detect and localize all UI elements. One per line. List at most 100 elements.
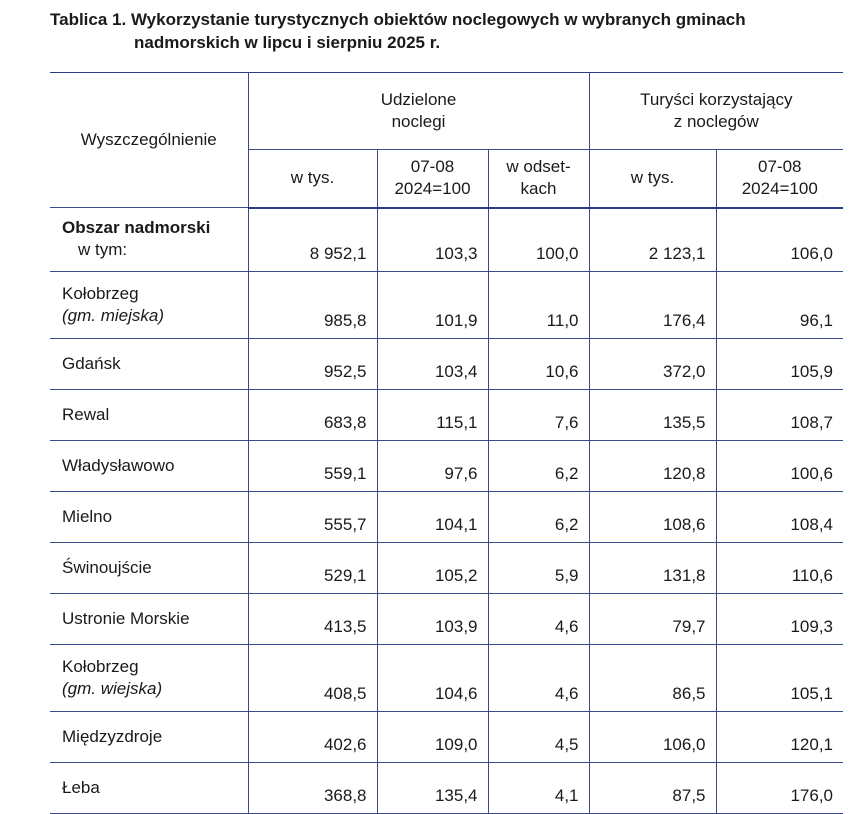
header-index-line1: 07-08 [758, 157, 802, 177]
cell-value: 79,7 [589, 592, 717, 645]
cell-value: 120,1 [716, 710, 844, 763]
table-row: Świnoujście 529,1 105,2 5,9 131,8 110,6 [50, 541, 844, 594]
cell-value: 106,0 [716, 207, 844, 272]
cell-value: 105,2 [377, 541, 489, 594]
cell-value: 11,0 [488, 270, 590, 339]
row-name: Mielno [50, 490, 249, 543]
header-noclegi-index: 07-08 2024=100 [377, 149, 489, 209]
cell-value: 4,6 [488, 643, 590, 712]
table-title-line1: Tablica 1. Wykorzystanie turystycznych o… [50, 10, 746, 29]
cell-value: 683,8 [248, 388, 378, 441]
cell-value: 555,7 [248, 490, 378, 543]
row-name: Gdańsk [50, 337, 249, 390]
cell-value: 115,1 [377, 388, 489, 441]
header-index-line2: 2024=100 [741, 179, 818, 199]
cell-value: 6,2 [488, 490, 590, 543]
cell-value: 106,0 [589, 710, 717, 763]
row-name: Kołobrzeg [62, 283, 139, 303]
cell-value: 985,8 [248, 270, 378, 339]
cell-value: 108,6 [589, 490, 717, 543]
cell-value: 559,1 [248, 439, 378, 492]
cell-value: 408,5 [248, 643, 378, 712]
cell-value: 109,3 [716, 592, 844, 645]
row-label: Kołobrzeg (gm. wiejska) [50, 643, 249, 712]
cell-value: 402,6 [248, 710, 378, 763]
row-name: Obszar nadmorski [62, 218, 211, 238]
row-name: Międzyzdroje [50, 710, 249, 763]
table-row: Międzyzdroje 402,6 109,0 4,5 106,0 120,1 [50, 710, 844, 763]
row-label: Kołobrzeg (gm. miejska) [50, 270, 249, 339]
cell-value: 372,0 [589, 337, 717, 390]
header-index-line1: 07-08 [410, 157, 455, 177]
table-title-line2: nadmorskich w lipcu i sierpniu 2025 r. [134, 33, 441, 52]
cell-value: 103,4 [377, 337, 489, 390]
cell-value: 100,0 [488, 207, 590, 272]
cell-value: 108,7 [716, 388, 844, 441]
cell-value: 413,5 [248, 592, 378, 645]
cell-value: 100,6 [716, 439, 844, 492]
header-turysci-w-tys: w tys. [589, 149, 717, 209]
header-turysci: Turyści korzystający z noclegów [589, 72, 844, 150]
row-name: Ustronie Morskie [50, 592, 249, 645]
header-odset-line2: kach [520, 179, 557, 199]
row-name: Władysławowo [50, 439, 249, 492]
header-noclegi-odsetki: w odset- kach [488, 149, 590, 209]
cell-value: 103,3 [377, 207, 489, 272]
cell-value: 97,6 [377, 439, 489, 492]
cell-value: 110,6 [716, 541, 844, 594]
cell-value: 105,1 [716, 643, 844, 712]
cell-value: 4,5 [488, 710, 590, 763]
cell-value: 8 952,1 [248, 207, 378, 272]
table-row: Łeba 368,8 135,4 4,1 87,5 176,0 [50, 761, 844, 814]
cell-value: 109,0 [377, 710, 489, 763]
cell-value: 103,9 [377, 592, 489, 645]
cell-value: 120,8 [589, 439, 717, 492]
cell-value: 104,6 [377, 643, 489, 712]
row-name: Rewal [50, 388, 249, 441]
row-subtext: w tym: [78, 240, 128, 260]
header-group1-line1: Udzielone [380, 90, 457, 109]
row-subtext: (gm. wiejska) [62, 678, 163, 698]
cell-value: 96,1 [716, 270, 844, 339]
header-group2-line2: z noclegów [673, 112, 759, 131]
cell-value: 7,6 [488, 388, 590, 441]
cell-value: 108,4 [716, 490, 844, 543]
cell-value: 10,6 [488, 337, 590, 390]
row-name: Świnoujście [50, 541, 249, 594]
cell-value: 368,8 [248, 761, 378, 814]
table-row: Kołobrzeg (gm. wiejska) 408,5 104,6 4,6 … [50, 643, 844, 712]
cell-value: 176,0 [716, 761, 844, 814]
cell-value: 6,2 [488, 439, 590, 492]
table-row: Obszar nadmorski w tym: 8 952,1 103,3 10… [50, 207, 844, 272]
cell-value: 529,1 [248, 541, 378, 594]
cell-value: 5,9 [488, 541, 590, 594]
header-wyszczegolnienie: Wyszczególnienie [50, 72, 249, 208]
table-row: Ustronie Morskie 413,5 103,9 4,6 79,7 10… [50, 592, 844, 645]
cell-value: 86,5 [589, 643, 717, 712]
header-noclegi-w-tys: w tys. [248, 149, 378, 209]
cell-value: 176,4 [589, 270, 717, 339]
header-odset-line1: w odset- [506, 157, 571, 177]
row-label: Obszar nadmorski w tym: [50, 207, 249, 272]
row-subtext: (gm. miejska) [62, 305, 165, 325]
cell-value: 4,6 [488, 592, 590, 645]
table-row: Kołobrzeg (gm. miejska) 985,8 101,9 11,0… [50, 270, 844, 339]
row-name: Łeba [50, 761, 249, 814]
table-title: Tablica 1. Wykorzystanie turystycznych o… [50, 8, 850, 54]
data-table: Wyszczególnienie Udzielone noclegi Turyś… [50, 72, 844, 814]
header-udzielone-noclegi: Udzielone noclegi [248, 72, 590, 150]
cell-value: 101,9 [377, 270, 489, 339]
header-turysci-index: 07-08 2024=100 [716, 149, 844, 209]
cell-value: 131,8 [589, 541, 717, 594]
cell-value: 87,5 [589, 761, 717, 814]
cell-value: 4,1 [488, 761, 590, 814]
table-row: Gdańsk 952,5 103,4 10,6 372,0 105,9 [50, 337, 844, 390]
cell-value: 105,9 [716, 337, 844, 390]
cell-value: 104,1 [377, 490, 489, 543]
header-group2-line1: Turyści korzystający [640, 90, 793, 109]
table-row: Rewal 683,8 115,1 7,6 135,5 108,7 [50, 388, 844, 441]
header-group1-line2: noclegi [391, 112, 446, 131]
cell-value: 135,4 [377, 761, 489, 814]
row-name: Kołobrzeg [62, 656, 139, 676]
table-row: Mielno 555,7 104,1 6,2 108,6 108,4 [50, 490, 844, 543]
